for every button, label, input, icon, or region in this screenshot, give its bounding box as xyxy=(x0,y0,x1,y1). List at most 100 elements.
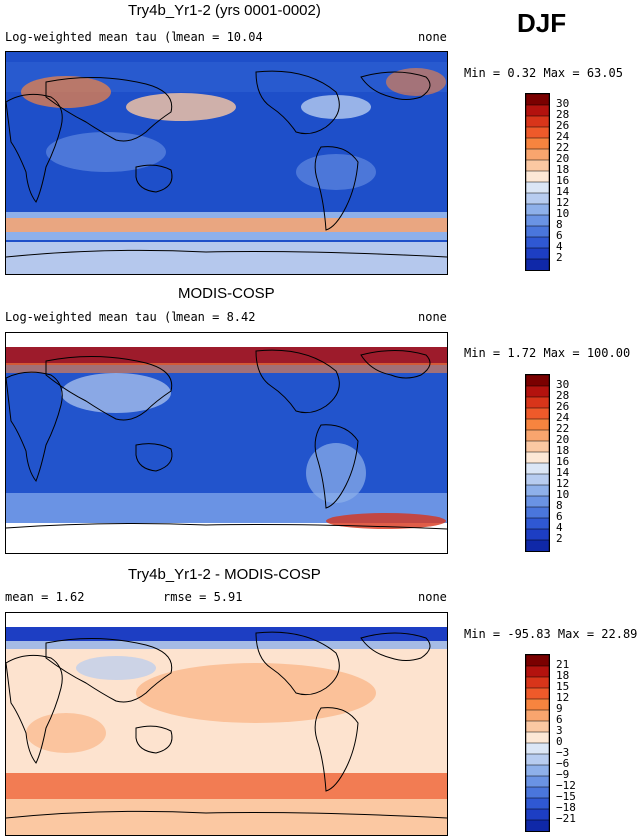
southern-band-inner xyxy=(6,218,447,232)
panel-2-title: MODIS-COSP xyxy=(178,285,275,302)
panel-3-map-svg xyxy=(6,613,447,835)
panel-2-mean: mean = 8.42 xyxy=(176,310,256,324)
colorbar-swatch xyxy=(525,159,550,172)
colorbar-swatch xyxy=(525,126,550,139)
antarctic-band xyxy=(6,799,447,835)
colorbar-swatch xyxy=(525,462,550,475)
colorbar-swatch xyxy=(525,451,550,464)
season-label: DJF xyxy=(517,8,567,38)
pacific-positive xyxy=(136,663,376,723)
indian-positive xyxy=(26,713,106,753)
colorbar-tick-label: 6 xyxy=(556,229,563,242)
colorbar-tick-label: 30 xyxy=(556,378,570,391)
colorbar-tick-label: 24 xyxy=(556,130,570,143)
colorbar-swatch xyxy=(525,170,550,183)
colorbar-tick-label: 2 xyxy=(556,251,563,264)
colorbar-tick-label: −3 xyxy=(556,746,570,759)
colorbar-swatch xyxy=(525,374,550,387)
colorbar-swatch xyxy=(525,665,550,678)
colorbar-swatch xyxy=(525,742,550,755)
panel-1-title: Try4b_Yr1-2 (yrs 0001-0002) xyxy=(128,2,321,19)
colorbar-tick-label: 16 xyxy=(556,174,570,187)
antarctic-band xyxy=(6,242,447,274)
colorbar-swatch xyxy=(525,440,550,453)
colorbar-tick-label: 16 xyxy=(556,455,570,468)
colorbar-tick-label: −12 xyxy=(556,779,576,792)
antarctic-red xyxy=(326,513,446,529)
colorbar-swatch xyxy=(525,698,550,711)
arctic-orange-band xyxy=(6,363,447,373)
colorbar-tick-label: 6 xyxy=(556,510,563,523)
colorbar-swatch xyxy=(525,775,550,788)
colorbar-swatch xyxy=(525,731,550,744)
colorbar-swatch xyxy=(525,236,550,249)
north-atlantic-east-storm xyxy=(386,68,446,96)
colorbar-swatch xyxy=(525,473,550,486)
colorbar-tick-label: 12 xyxy=(556,477,570,490)
colorbar-tick-label: −6 xyxy=(556,757,570,770)
arctic-white xyxy=(6,613,447,627)
panel-2-map xyxy=(5,332,448,554)
colorbar-tick-label: 0 xyxy=(556,735,563,748)
colorbar-swatch xyxy=(525,247,550,260)
panel-1-map xyxy=(5,51,448,275)
colorbar-swatch xyxy=(525,385,550,398)
colorbar-tick-label: 2 xyxy=(556,532,563,545)
colorbar-swatch xyxy=(525,181,550,194)
colorbar-tick-label: 10 xyxy=(556,488,570,501)
panel-1-variable: Log-weighted mean tau (liquid) xyxy=(5,30,222,44)
colorbar-tick-label: 20 xyxy=(556,433,570,446)
coastlines xyxy=(6,631,447,819)
panel-3-colorbar-svg xyxy=(525,654,550,832)
colorbar-tick-label: 8 xyxy=(556,499,563,512)
colorbar-tick-label: 4 xyxy=(556,521,563,534)
colorbar-swatch xyxy=(525,495,550,508)
panel-3-colorbar xyxy=(525,654,550,832)
panel-2-variable: Log-weighted mean tau (liquid) xyxy=(5,310,222,324)
colorbar-tick-label: −21 xyxy=(556,812,576,825)
colorbar-swatch xyxy=(525,676,550,689)
panel-3-rmse: rmse = 5.91 xyxy=(163,590,243,604)
panel-3-map xyxy=(5,612,448,836)
colorbar-swatch xyxy=(525,528,550,541)
panel-2-map-svg xyxy=(6,333,447,553)
colorbar-swatch xyxy=(525,396,550,409)
north-atlantic-west xyxy=(301,95,371,119)
arctic-blue-band xyxy=(6,627,447,641)
panel-3-mean: mean = 1.62 xyxy=(5,590,85,604)
colorbar-tick-label: 4 xyxy=(556,240,563,253)
colorbar-tick-label: 22 xyxy=(556,141,570,154)
colorbar-swatch xyxy=(525,797,550,810)
north-atlantic-storm xyxy=(21,76,111,108)
colorbar-swatch xyxy=(525,214,550,227)
colorbar-tick-label: 8 xyxy=(556,218,563,231)
colorbar-swatch xyxy=(525,137,550,150)
colorbar-swatch xyxy=(525,709,550,722)
colorbar-tick-label: 18 xyxy=(556,669,570,682)
colorbar-tick-label: 6 xyxy=(556,713,563,726)
colorbar-tick-label: 3 xyxy=(556,724,563,737)
southern-positive-band xyxy=(6,773,447,799)
colorbar-tick-label: 15 xyxy=(556,680,570,693)
south-america-light xyxy=(306,443,366,503)
colorbar-tick-label: −15 xyxy=(556,790,576,803)
colorbar-swatch xyxy=(525,407,550,420)
colorbar-swatch xyxy=(525,654,550,667)
colorbar-swatch xyxy=(525,418,550,431)
panel-2-colorbar xyxy=(525,374,550,552)
colorbar-swatch xyxy=(525,720,550,733)
colorbar-swatch xyxy=(525,753,550,766)
panel-1-minmax: Min = 0.32 Max = 63.05 xyxy=(464,66,623,80)
coastlines xyxy=(6,349,447,530)
panel-3-units: none xyxy=(418,590,447,604)
colorbar-tick-label: 28 xyxy=(556,108,570,121)
colorbar-tick-label: 20 xyxy=(556,152,570,165)
colorbar-tick-label: 26 xyxy=(556,119,570,132)
colorbar-swatch xyxy=(525,93,550,106)
colorbar-swatch xyxy=(525,429,550,442)
panel-1-units: none xyxy=(418,30,447,44)
colorbar-tick-label: 12 xyxy=(556,691,570,704)
colorbar-swatch xyxy=(525,786,550,799)
colorbar-swatch xyxy=(525,517,550,530)
panel-1-colorbar xyxy=(525,93,550,271)
